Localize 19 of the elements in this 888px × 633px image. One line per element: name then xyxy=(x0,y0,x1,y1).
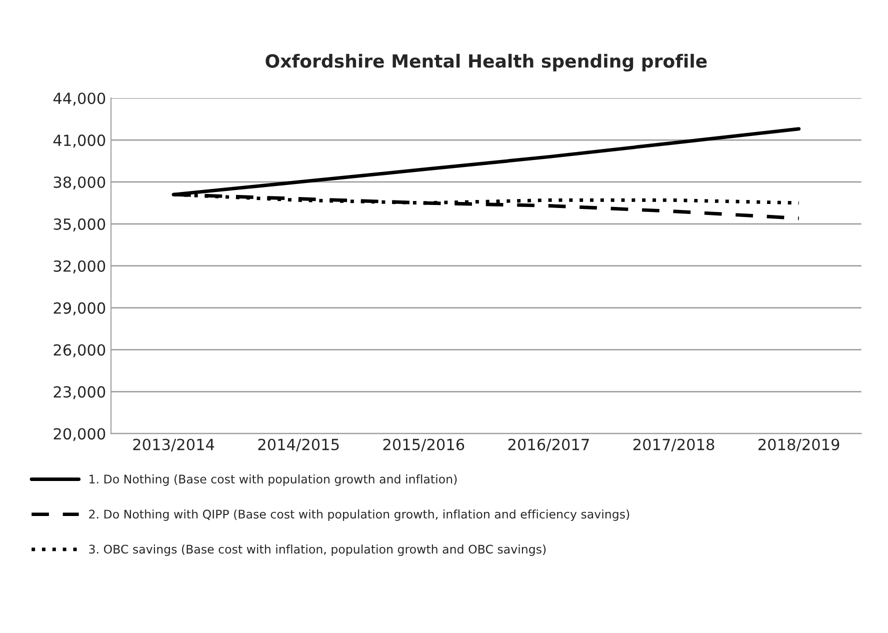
y-tick-label: 20,000 xyxy=(54,428,106,442)
legend-label: 2. Do Nothing with QIPP (Base cost with population growth, inflation and efficiency savings) xyxy=(89,509,630,521)
y-tick-label: 26,000 xyxy=(54,344,106,358)
y-tick-label: 41,000 xyxy=(53,134,106,148)
legend-label: 1. Do Nothing (Base cost with population growth and inflation) xyxy=(90,474,457,486)
x-tick-label: 2013/2014 xyxy=(133,438,214,452)
y-tick-label: 23,000 xyxy=(54,386,106,400)
x-tick-label: 2016/2017 xyxy=(508,438,589,452)
chart-title: Oxfordshire Mental Health spending profile xyxy=(266,54,707,72)
y-tick-label: 29,000 xyxy=(54,302,106,316)
y-tick-label: 32,000 xyxy=(54,260,106,274)
y-tick-label: 38,000 xyxy=(54,176,106,190)
x-tick-label: 2018/2019 xyxy=(758,438,840,452)
y-tick-label: 35,000 xyxy=(54,218,106,232)
x-tick-label: 2017/2018 xyxy=(633,438,714,452)
x-tick-label: 2015/2016 xyxy=(383,438,464,452)
y-tick-label: 44,000 xyxy=(53,92,106,106)
x-tick-label: 2014/2015 xyxy=(258,438,339,452)
legend-label: 3. OBC savings (Base cost with inflation, population growth and OBC savings) xyxy=(89,544,546,556)
